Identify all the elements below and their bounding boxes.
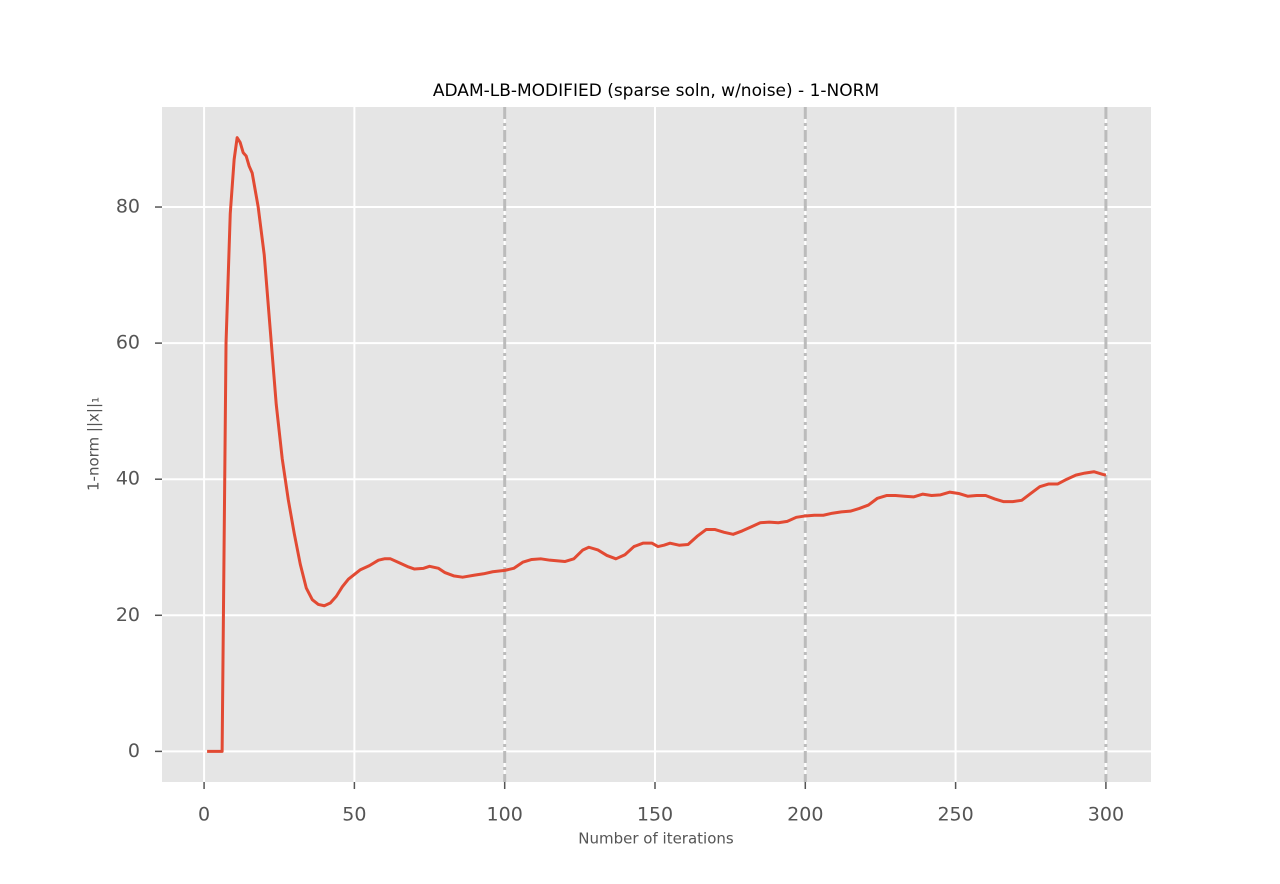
x-tick-label: 0 — [198, 804, 210, 826]
x-tick-label: 250 — [937, 804, 973, 826]
chart-title: ADAM-LB-MODIFIED (sparse soln, w/noise) … — [433, 81, 879, 101]
y-tick-label: 0 — [128, 740, 140, 762]
x-tick-label: 300 — [1088, 804, 1124, 826]
x-axis-label: Number of iterations — [578, 830, 734, 848]
x-tick-label: 100 — [487, 804, 523, 826]
x-tick-label: 200 — [787, 804, 823, 826]
plot-area — [162, 107, 1151, 782]
x-tick-label: 50 — [342, 804, 366, 826]
x-tick-label: 150 — [637, 804, 673, 826]
y-tick-label: 40 — [116, 468, 140, 490]
y-tick-label: 80 — [116, 196, 140, 218]
y-tick-label: 60 — [116, 332, 140, 354]
y-tick-label: 20 — [116, 604, 140, 626]
y-axis-label: 1-norm ||x||₁ — [85, 397, 103, 491]
data-line — [207, 136, 1107, 753]
